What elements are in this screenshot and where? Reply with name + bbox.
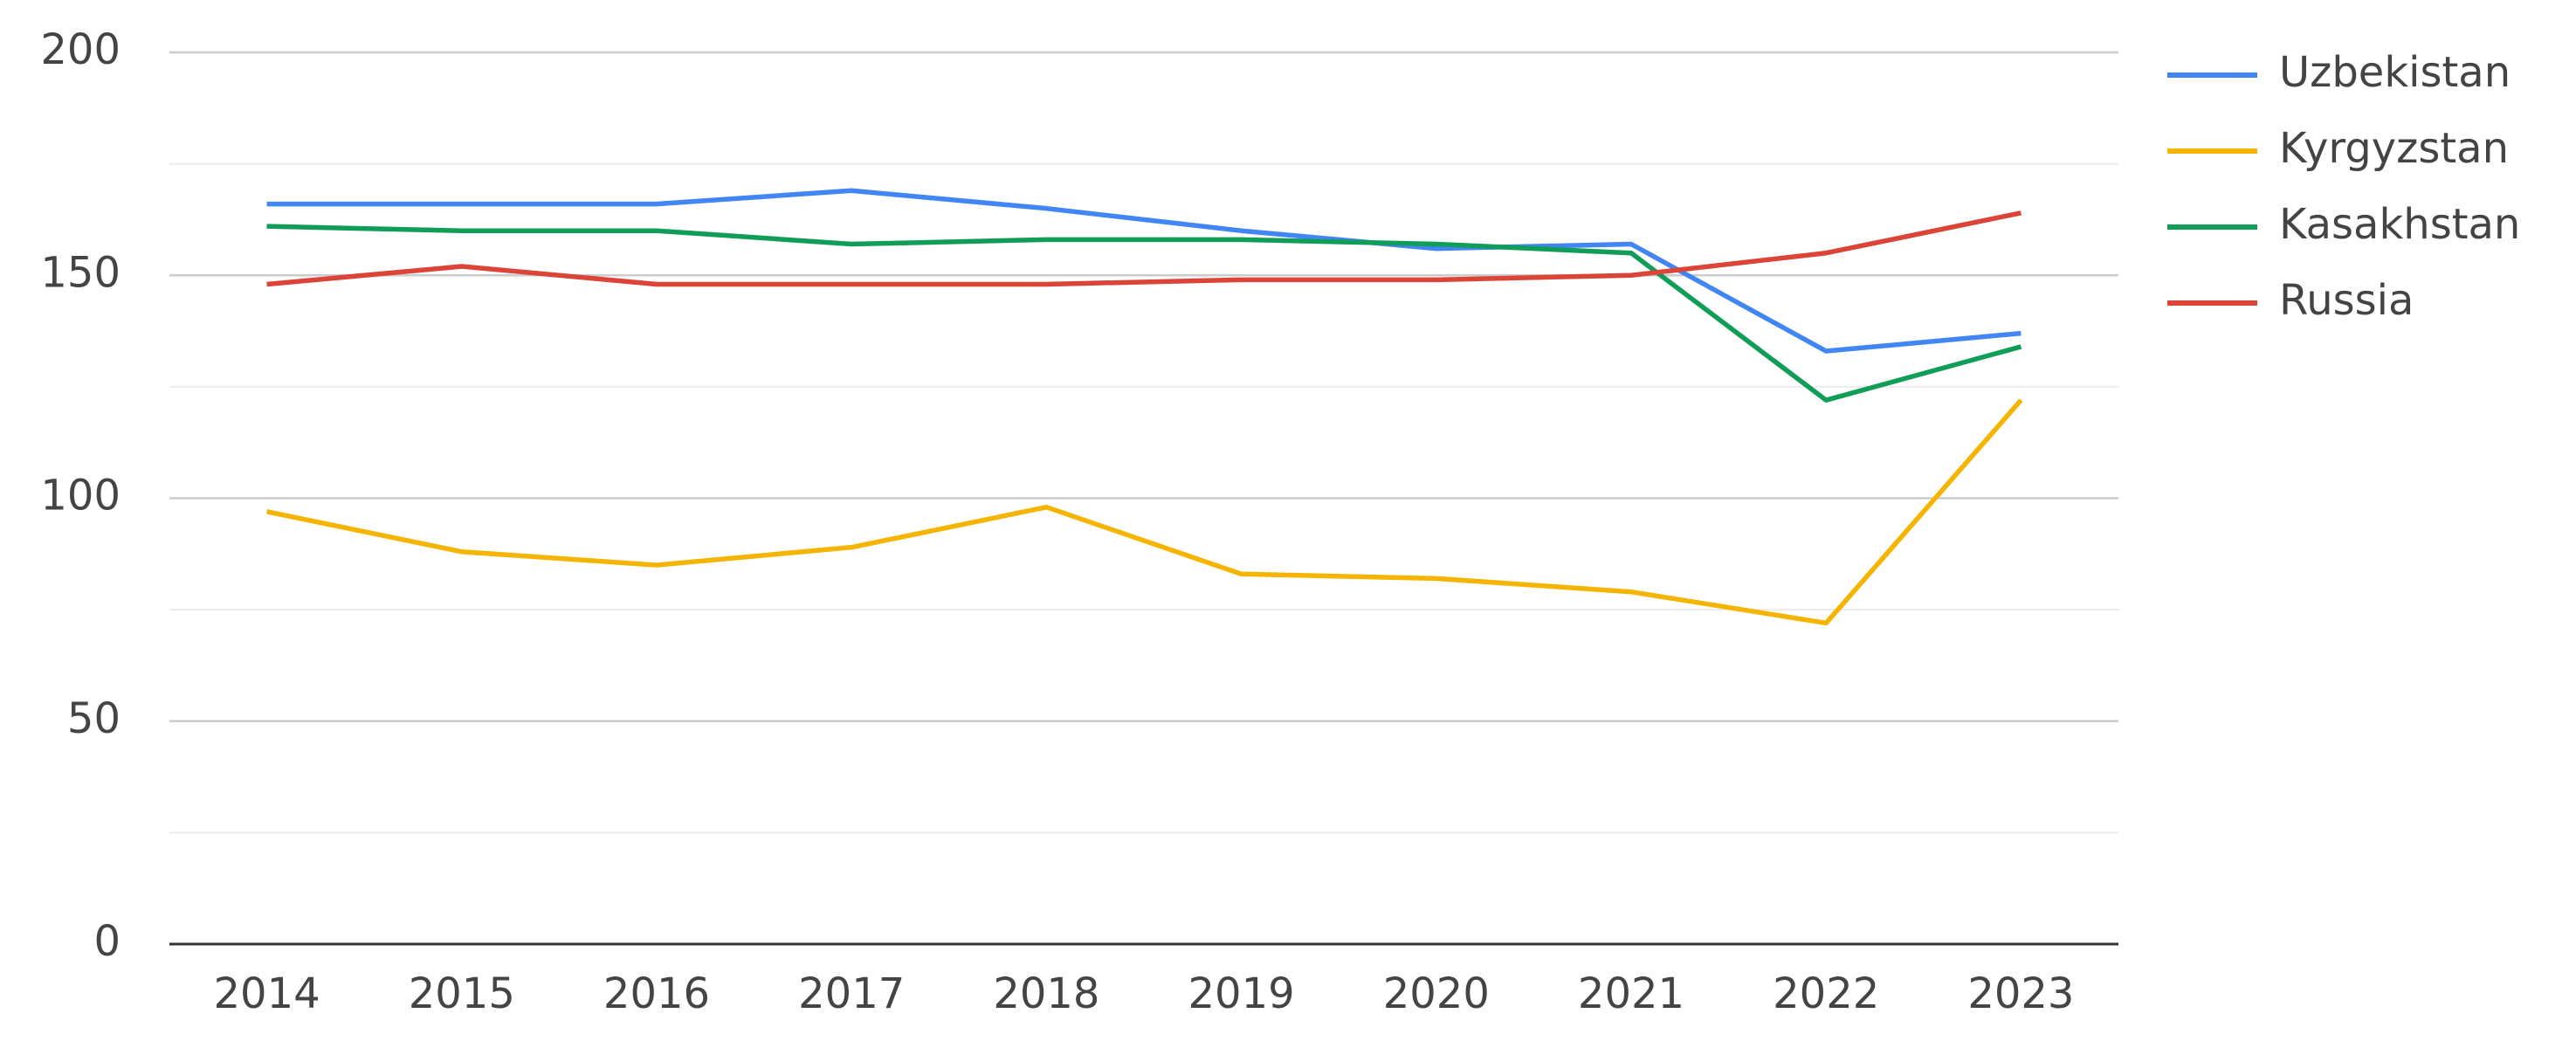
y-tick-label: 50 (67, 694, 121, 743)
series-line (266, 224, 2022, 403)
y-tick-label: 100 (40, 472, 121, 521)
y-tick-label: 0 (93, 917, 121, 966)
x-tick-label: 2023 (1967, 969, 2074, 1018)
series-line (266, 210, 2022, 287)
legend-label: Kasakhstan (2279, 200, 2520, 249)
x-tick-label: 2017 (798, 969, 905, 1018)
x-tick-label: 2014 (214, 969, 320, 1018)
x-tick-label: 2015 (409, 969, 515, 1018)
x-tick-label: 2021 (1578, 969, 1684, 1018)
legend-label: Uzbekistan (2279, 48, 2511, 97)
x-tick-label: 2020 (1383, 969, 1490, 1018)
x-tick-label: 2019 (1188, 969, 1295, 1018)
legend-label: Kyrgyzstan (2279, 124, 2509, 173)
x-tick-label: 2018 (993, 969, 1099, 1018)
x-tick-label: 2016 (603, 969, 710, 1018)
y-tick-label: 200 (40, 25, 121, 74)
y-tick-label: 150 (40, 248, 121, 297)
legend-label: Russia (2279, 276, 2414, 325)
series-line (266, 188, 2022, 354)
series-line (266, 398, 2023, 626)
x-tick-label: 2022 (1773, 969, 1879, 1018)
